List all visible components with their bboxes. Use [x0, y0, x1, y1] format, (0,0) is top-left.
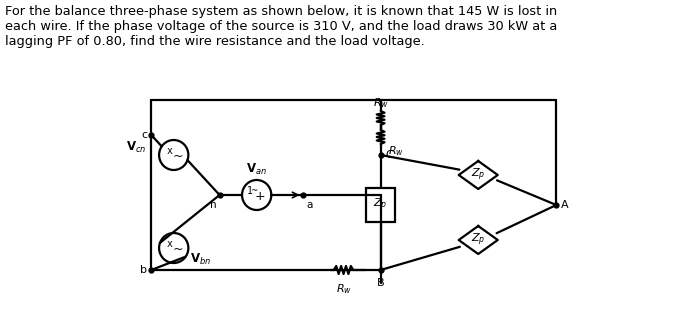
Text: $R_w$: $R_w$: [335, 282, 351, 296]
Text: C: C: [386, 150, 393, 160]
Text: $Z_p$: $Z_p$: [471, 232, 485, 248]
Text: $\mathbf{V}_{an}$: $\mathbf{V}_{an}$: [246, 162, 267, 177]
Text: For the balance three-phase system as shown below, it is known that 145 W is los: For the balance three-phase system as sh…: [5, 5, 557, 48]
Text: $\mathbf{V}_{cn}$: $\mathbf{V}_{cn}$: [126, 140, 146, 155]
Text: x: x: [166, 146, 173, 156]
Text: n: n: [210, 200, 216, 210]
Text: $Z_p$: $Z_p$: [374, 197, 388, 213]
Text: $Z_p$: $Z_p$: [471, 167, 485, 183]
Text: ~: ~: [172, 243, 182, 256]
Text: +: +: [255, 190, 266, 203]
Text: $R_w$: $R_w$: [372, 96, 388, 110]
Text: ~: ~: [172, 150, 182, 163]
Text: $\mathbf{V}_{bn}$: $\mathbf{V}_{bn}$: [190, 252, 212, 267]
Text: 1~: 1~: [246, 186, 258, 196]
Bar: [366, 188, 395, 222]
Text: B: B: [377, 278, 384, 288]
Text: c: c: [141, 130, 148, 140]
Text: b: b: [141, 265, 148, 275]
Text: x: x: [166, 239, 173, 249]
Text: A: A: [561, 200, 569, 210]
Text: $R_w$: $R_w$: [388, 144, 404, 158]
Text: a: a: [306, 200, 313, 210]
